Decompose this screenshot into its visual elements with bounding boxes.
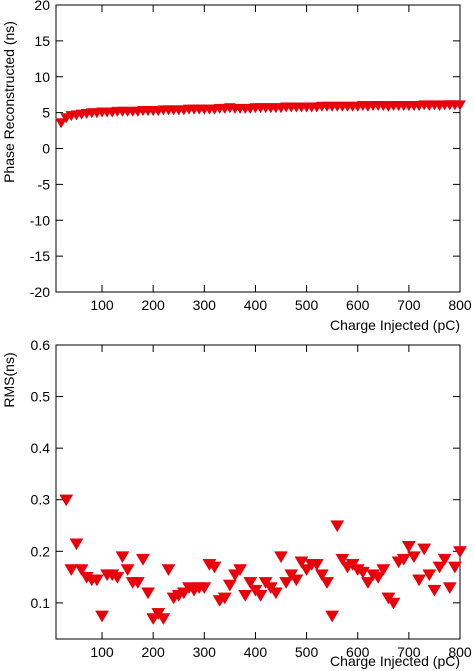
rms-data-point — [417, 543, 432, 556]
rms-data-point — [120, 564, 135, 577]
rms-data-point — [253, 590, 268, 602]
phase-plot: -20 -15 -10 -5 0 5 10 15 20 100 200 300 400 500 600 70… — [1, 0, 472, 333]
rms-data-point — [243, 577, 258, 589]
rms-data-point — [289, 574, 304, 587]
rms-data-point — [294, 556, 309, 569]
phase-y-tick-label: -5 — [38, 176, 51, 192]
rms-data-point — [74, 564, 89, 577]
rms-data-point — [207, 561, 222, 574]
rms-x-tick-label: 200 — [141, 644, 165, 660]
phase-x-tick-label: 800 — [448, 297, 472, 313]
rms-data-point — [361, 577, 375, 589]
phase-y-tick-label: -15 — [30, 248, 50, 264]
rms-x-tick-label: 700 — [397, 644, 421, 660]
rms-data-point — [89, 574, 104, 587]
phase-y-tick-label: 10 — [34, 69, 50, 85]
rms-data-point — [355, 566, 370, 579]
rms-data-point — [233, 564, 248, 577]
rms-data-point — [412, 574, 427, 587]
rms-data-point — [130, 577, 145, 589]
rms-markers — [59, 494, 467, 626]
rms-data-point — [407, 551, 421, 564]
phase-plot-frame — [55, 4, 461, 293]
rms-data-point — [59, 494, 74, 507]
rms-y-tick-label: 0.1 — [31, 595, 51, 611]
rms-y-tick-label: 0.5 — [31, 389, 51, 405]
rms-x-tick-label: 300 — [193, 644, 217, 660]
rms-data-point — [274, 551, 288, 564]
rms-x-tick-label: 600 — [346, 644, 370, 660]
rms-data-point — [279, 577, 294, 589]
rms-data-point — [141, 587, 155, 600]
phase-x-tick-label: 100 — [90, 297, 114, 313]
rms-data-point — [222, 579, 237, 592]
phase-x-tick-label: 400 — [244, 297, 268, 313]
rms-data-point — [330, 520, 345, 533]
rms-data-point — [115, 551, 130, 564]
rms-data-point — [447, 561, 462, 574]
rms-data-point — [64, 564, 79, 577]
rms-data-point — [335, 553, 350, 566]
rms-data-point — [197, 582, 212, 595]
rms-data-point — [238, 590, 253, 602]
rms-y-axis-label: RMS(ns) — [1, 352, 17, 407]
phase-y-tick-label: 20 — [34, 0, 50, 13]
rms-data-point — [325, 610, 340, 623]
rms-x-tick-label: 100 — [90, 644, 114, 660]
rms-plot: 0.1 0.2 0.3 0.4 0.5 0.6 100 200 300 400 500 600 700… — [1, 337, 472, 669]
rms-data-point — [309, 559, 324, 571]
rms-y-tick-label: 0.3 — [31, 492, 51, 508]
phase-y-tick-label: 15 — [34, 33, 50, 49]
rms-data-point — [69, 538, 84, 551]
rms-data-point — [161, 564, 176, 577]
phase-x-tick-label: 700 — [397, 297, 421, 313]
rms-data-point — [110, 571, 125, 584]
phase-data-point — [454, 100, 466, 111]
rms-data-point — [422, 569, 437, 582]
phase-x-axis-label: Charge Injected (pC) — [330, 317, 460, 333]
rms-data-point — [320, 577, 334, 589]
rms-x-tick-label: 800 — [448, 644, 472, 660]
rms-data-point — [95, 610, 109, 623]
rms-data-point — [432, 561, 447, 574]
rms-data-point — [268, 587, 283, 600]
rms-data-point — [135, 553, 150, 566]
rms-data-point — [437, 553, 452, 566]
rms-data-point — [386, 597, 401, 610]
rms-data-point — [427, 584, 442, 597]
rms-data-point — [401, 541, 416, 553]
rms-y-tick-label: 0.2 — [31, 543, 51, 559]
phase-y-ticks: -20 -15 -10 -5 0 5 10 15 20 — [30, 0, 460, 300]
rms-data-point — [371, 571, 386, 584]
phase-data-point — [55, 118, 68, 129]
phase-x-tick-label: 500 — [295, 297, 319, 313]
phase-y-tick-label: 5 — [42, 105, 50, 121]
phase-x-tick-label: 600 — [346, 297, 370, 313]
phase-y-tick-label: -20 — [30, 284, 50, 300]
rms-x-tick-label: 500 — [295, 644, 319, 660]
rms-x-axis-label: Charge Injected (pC) — [330, 653, 460, 669]
phase-x-tick-label: 200 — [141, 297, 165, 313]
rms-data-point — [217, 592, 232, 605]
rms-data-point — [442, 582, 457, 595]
rms-data-point — [156, 613, 171, 626]
phase-y-axis-label: Phase Reconstructed (ns) — [1, 21, 17, 183]
phase-x-tick-label: 300 — [193, 297, 217, 313]
phase-y-tick-label: 0 — [42, 141, 50, 157]
rms-y-tick-label: 0.4 — [31, 440, 51, 456]
rms-data-point — [376, 564, 391, 577]
rms-y-tick-label: 0.6 — [31, 337, 51, 353]
rms-x-ticks: 100 200 300 400 500 600 700 800 — [90, 345, 472, 660]
rms-data-point — [314, 569, 329, 582]
rms-data-point — [396, 553, 411, 566]
rms-y-ticks: 0.1 0.2 0.3 0.4 0.5 0.6 — [31, 337, 460, 611]
phase-y-tick-label: -10 — [30, 212, 50, 228]
phase-x-ticks: 100 200 300 400 500 600 700 800 — [90, 5, 472, 313]
phase-markers — [55, 100, 466, 129]
rms-x-tick-label: 400 — [244, 644, 268, 660]
rms-data-point — [453, 546, 467, 558]
rms-plot-frame — [55, 344, 461, 640]
